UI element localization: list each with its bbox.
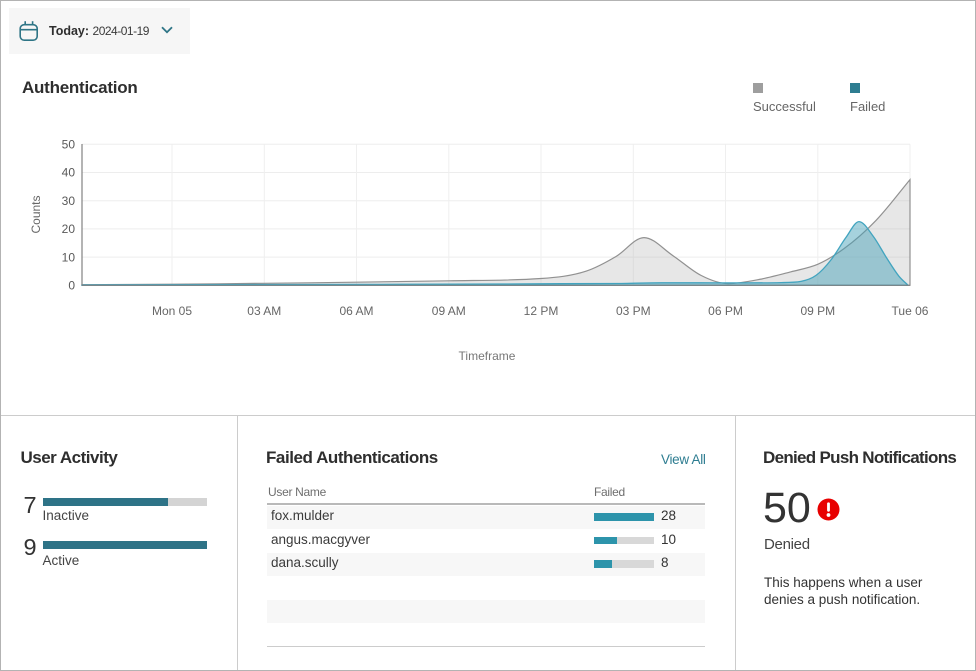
svg-text:06 AM: 06 AM [339, 304, 373, 318]
svg-text:Timeframe: Timeframe [459, 349, 516, 363]
svg-text:Counts: Counts [29, 195, 43, 233]
svg-text:12 PM: 12 PM [524, 304, 559, 318]
svg-text:03 AM: 03 AM [247, 304, 281, 318]
svg-text:50: 50 [62, 138, 76, 152]
svg-text:06 PM: 06 PM [708, 304, 743, 318]
svg-text:Tue 06: Tue 06 [892, 304, 929, 318]
svg-text:Mon 05: Mon 05 [152, 304, 192, 318]
svg-text:40: 40 [62, 166, 76, 180]
svg-text:09 AM: 09 AM [432, 304, 466, 318]
svg-text:09 PM: 09 PM [800, 304, 835, 318]
svg-text:30: 30 [62, 194, 76, 208]
svg-text:10: 10 [62, 250, 76, 264]
svg-text:03 PM: 03 PM [616, 304, 651, 318]
svg-text:0: 0 [68, 279, 75, 293]
svg-text:20: 20 [62, 222, 76, 236]
